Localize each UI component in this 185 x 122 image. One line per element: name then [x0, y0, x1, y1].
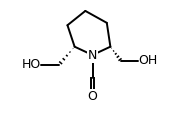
Text: OH: OH [138, 55, 158, 67]
Text: O: O [88, 90, 97, 103]
Text: HO: HO [21, 58, 41, 71]
Text: N: N [88, 49, 97, 61]
